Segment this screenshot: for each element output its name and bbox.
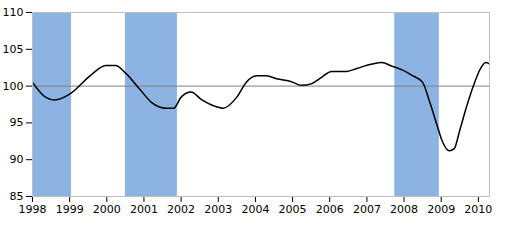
svg-text:2002: 2002 <box>167 203 195 216</box>
svg-text:100: 100 <box>3 80 24 93</box>
svg-text:2005: 2005 <box>279 203 307 216</box>
svg-text:2001: 2001 <box>130 203 158 216</box>
svg-text:1998: 1998 <box>19 203 47 216</box>
svg-text:90: 90 <box>10 153 24 166</box>
svg-text:2000: 2000 <box>93 203 121 216</box>
svg-text:2009: 2009 <box>427 203 455 216</box>
svg-text:85: 85 <box>10 190 24 203</box>
svg-text:95: 95 <box>10 116 24 129</box>
svg-text:2008: 2008 <box>390 203 418 216</box>
svg-text:1999: 1999 <box>56 203 84 216</box>
svg-text:2004: 2004 <box>241 203 269 216</box>
svg-text:2006: 2006 <box>316 203 344 216</box>
svg-text:2003: 2003 <box>204 203 232 216</box>
svg-text:110: 110 <box>3 6 24 19</box>
svg-text:105: 105 <box>3 43 24 56</box>
svg-text:2010: 2010 <box>464 203 492 216</box>
svg-text:2007: 2007 <box>353 203 381 216</box>
